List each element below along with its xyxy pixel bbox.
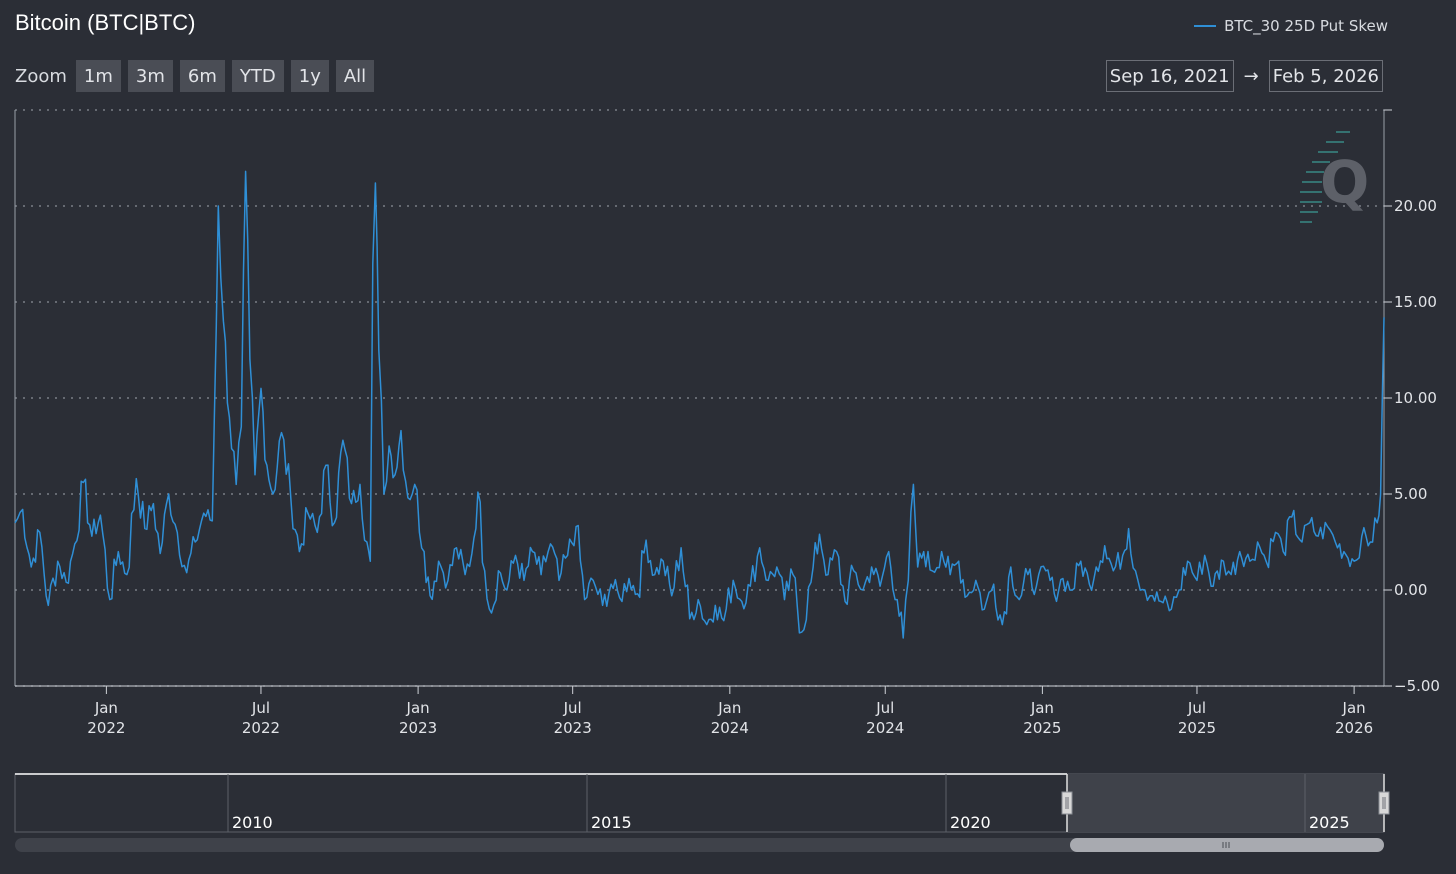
page-title: Bitcoin (BTC|BTC) <box>15 10 196 35</box>
series-line-btc-put-skew <box>14 170 1385 639</box>
q-logo-letter: Q <box>1320 148 1369 216</box>
y-tick-label: 10.00 <box>1394 389 1437 407</box>
zoom-ytd-button[interactable]: YTD <box>231 60 284 92</box>
navigator-left-handle-icon[interactable] <box>1061 791 1073 815</box>
navigator-label-2010: 2010 <box>232 813 273 832</box>
x-tick-year: 2022 <box>87 719 125 737</box>
range-to-input[interactable]: Feb 5, 2026 <box>1268 60 1383 92</box>
x-tick-month: Jan <box>1342 699 1366 717</box>
x-tick-month: Jul <box>563 699 582 717</box>
scrollbar-grip-icon <box>1222 842 1230 848</box>
x-tick-month: Jul <box>875 699 894 717</box>
navigator-label-2015: 2015 <box>591 813 632 832</box>
zoom-label: Zoom <box>15 65 67 87</box>
zoom-3m-button[interactable]: 3m <box>127 60 173 92</box>
y-tick-label: 5.00 <box>1394 485 1427 503</box>
range-from-input[interactable]: Sep 16, 2021 <box>1105 60 1234 92</box>
grid <box>15 109 1384 687</box>
x-tick-month: Jan <box>717 699 741 717</box>
x-tick-year: 2023 <box>399 719 437 737</box>
date-range: Sep 16, 2021 → Feb 5, 2026 <box>1105 60 1383 92</box>
q-logo-stripes-icon <box>1300 131 1350 223</box>
zoom-6m-button[interactable]: 6m <box>179 60 225 92</box>
legend-item[interactable]: BTC_30 25D Put Skew <box>1194 17 1388 35</box>
navigator-right-handle-icon[interactable] <box>1378 791 1390 815</box>
navigator-selected-range <box>1067 774 1384 832</box>
x-tick-year: 2022 <box>242 719 280 737</box>
zoom-all-button[interactable]: All <box>335 60 375 92</box>
legend-line-icon <box>1194 25 1217 27</box>
x-tick-month: Jan <box>406 699 430 717</box>
x-tick-year: 2024 <box>711 719 749 737</box>
zoom-1y-button[interactable]: 1y <box>290 60 329 92</box>
navigator-label-2025: 2025 <box>1309 813 1350 832</box>
navigator-label-2020: 2020 <box>950 813 991 832</box>
x-tick-month: Jul <box>251 699 270 717</box>
x-tick-year: 2023 <box>554 719 592 737</box>
x-tick-year: 2026 <box>1335 719 1373 737</box>
x-tick-month: Jan <box>94 699 118 717</box>
x-tick-year: 2025 <box>1023 719 1061 737</box>
y-tick-label: 15.00 <box>1394 293 1437 311</box>
y-tick-label: 20.00 <box>1394 197 1437 215</box>
zoom-1m-button[interactable]: 1m <box>75 60 121 92</box>
scrollbar-track <box>15 838 1384 852</box>
scrollbar[interactable] <box>15 838 1384 852</box>
y-tick-label: 0.00 <box>1394 581 1427 599</box>
navigator[interactable]: 2010 2015 2020 2025 <box>14 773 1390 833</box>
y-axis: 20.00 15.00 10.00 5.00 0.00 −5.00 <box>1384 109 1440 695</box>
x-tick-year: 2025 <box>1178 719 1216 737</box>
x-tick-month: Jul <box>1187 699 1206 717</box>
range-arrow: → <box>1243 65 1259 87</box>
y-tick-label: −5.00 <box>1394 677 1440 695</box>
legend-label: BTC_30 25D Put Skew <box>1224 17 1388 35</box>
zoom-bar: Zoom 1m 3m 6m YTD 1y All <box>15 60 375 92</box>
x-axis: Jan 2022 Jul 2022 Jan 2023 Jul 2023 Jan 2024 Jul 20… <box>87 686 1373 737</box>
scrollbar-thumb <box>1070 838 1384 852</box>
x-tick-month: Jan <box>1030 699 1054 717</box>
q-logo: Q <box>1300 131 1369 223</box>
x-tick-year: 2024 <box>866 719 904 737</box>
